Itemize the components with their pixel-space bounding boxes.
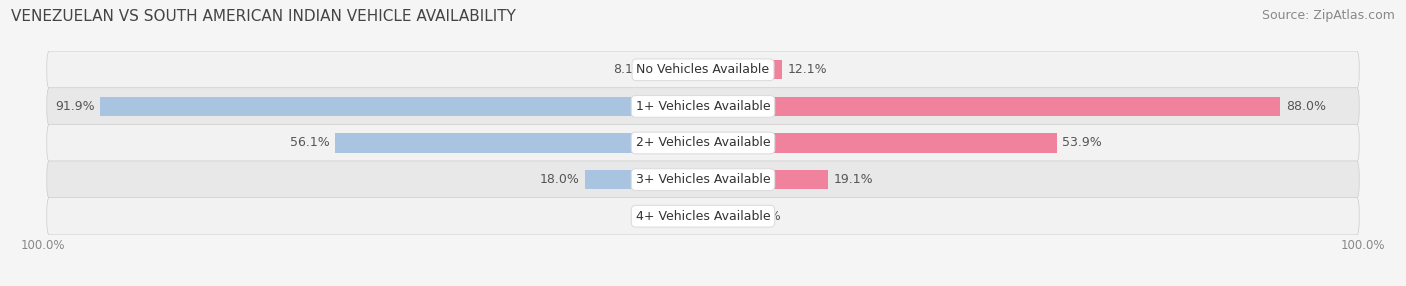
Bar <box>703 134 1057 152</box>
Text: 2+ Vehicles Available: 2+ Vehicles Available <box>636 136 770 150</box>
FancyBboxPatch shape <box>46 88 1360 125</box>
Text: 3+ Vehicles Available: 3+ Vehicles Available <box>636 173 770 186</box>
Bar <box>703 170 828 189</box>
FancyBboxPatch shape <box>46 161 1360 198</box>
Text: 5.3%: 5.3% <box>631 210 664 223</box>
FancyBboxPatch shape <box>46 198 1360 235</box>
Bar <box>703 97 1281 116</box>
FancyBboxPatch shape <box>46 51 1360 88</box>
Text: 56.1%: 56.1% <box>290 136 329 150</box>
Bar <box>335 134 703 152</box>
Bar <box>585 170 703 189</box>
Text: No Vehicles Available: No Vehicles Available <box>637 63 769 76</box>
Text: 100.0%: 100.0% <box>21 239 65 252</box>
Text: 100.0%: 100.0% <box>1341 239 1385 252</box>
Text: 53.9%: 53.9% <box>1062 136 1102 150</box>
Text: 88.0%: 88.0% <box>1285 100 1326 113</box>
Text: 4+ Vehicles Available: 4+ Vehicles Available <box>636 210 770 223</box>
Text: Source: ZipAtlas.com: Source: ZipAtlas.com <box>1261 9 1395 21</box>
Bar <box>100 97 703 116</box>
Bar <box>650 60 703 79</box>
Bar <box>703 207 744 226</box>
Bar <box>703 60 782 79</box>
Text: 1+ Vehicles Available: 1+ Vehicles Available <box>636 100 770 113</box>
Text: 19.1%: 19.1% <box>834 173 873 186</box>
Text: 12.1%: 12.1% <box>787 63 827 76</box>
Text: 18.0%: 18.0% <box>540 173 579 186</box>
FancyBboxPatch shape <box>46 124 1360 162</box>
Text: 6.3%: 6.3% <box>749 210 782 223</box>
Text: 91.9%: 91.9% <box>55 100 94 113</box>
Text: VENEZUELAN VS SOUTH AMERICAN INDIAN VEHICLE AVAILABILITY: VENEZUELAN VS SOUTH AMERICAN INDIAN VEHI… <box>11 9 516 23</box>
Bar <box>668 207 703 226</box>
Text: 8.1%: 8.1% <box>613 63 644 76</box>
